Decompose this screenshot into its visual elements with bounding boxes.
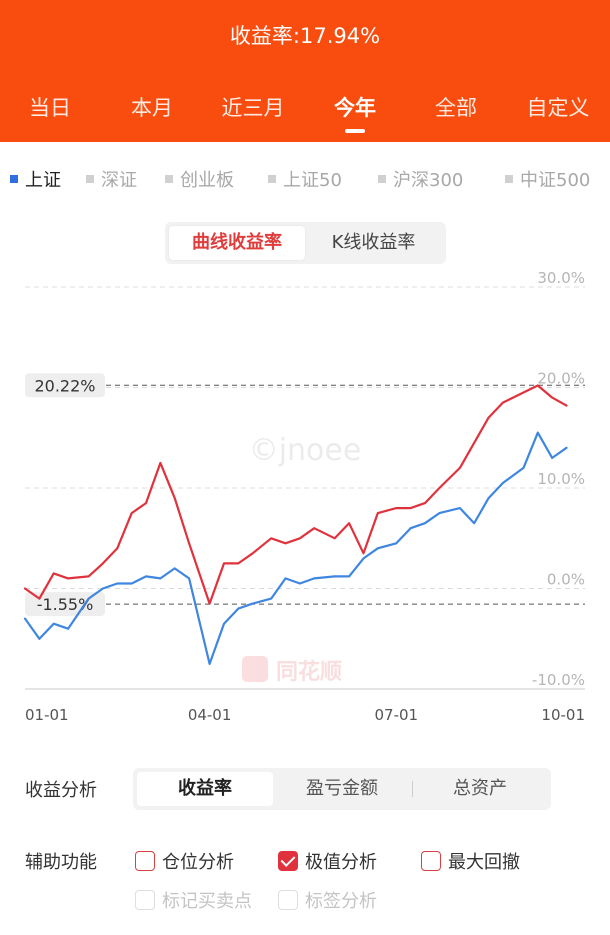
index-tab-label: 深证 <box>101 170 137 191</box>
tab-this-year[interactable]: 今年 <box>334 96 376 120</box>
checkbox-label: 最大回撤 <box>448 852 520 873</box>
portfolio-return-line <box>23 384 568 605</box>
checkbox-icon <box>135 851 155 871</box>
index-tab-label: 中证500 <box>520 170 591 191</box>
legend-square-icon <box>268 175 276 183</box>
min-value-label: -1.55% <box>37 595 94 614</box>
index-tab-sh50[interactable]: 上证50 <box>268 166 342 192</box>
tag-analysis-checkbox: 标签分析 <box>278 887 377 913</box>
extreme-lines: 20.22% -1.55% <box>25 373 585 617</box>
checkbox-label: 标签分析 <box>305 891 377 912</box>
curve-toggle: 曲线收益率 K线收益率 <box>165 222 446 264</box>
brand-logo-icon <box>242 656 268 682</box>
x-tick-label: 07-01 <box>374 706 418 724</box>
analysis-return-button[interactable]: 收益率 <box>137 772 273 806</box>
brand-watermark-text: 同花顺 <box>276 659 342 685</box>
index-tab-gem[interactable]: 创业板 <box>165 166 234 192</box>
y-axis-ticks: 30.0% 20.0% 10.0% 0.0% -10.0% <box>532 269 585 689</box>
header-bar: 收益率:17.94% 当日 本月 近三月 今年 全部 自定义 <box>0 0 610 142</box>
legend-square-icon <box>165 175 173 183</box>
extreme-analysis-checkbox[interactable]: 极值分析 <box>278 848 377 874</box>
index-tab-hs300[interactable]: 沪深300 <box>378 166 463 192</box>
position-analysis-checkbox[interactable]: 仓位分析 <box>135 848 234 874</box>
tab-custom[interactable]: 自定义 <box>526 96 590 120</box>
index-tab-sh[interactable]: 上证 <box>10 166 61 192</box>
index-return-line <box>23 431 568 665</box>
index-tab-label: 上证 <box>25 170 61 191</box>
checkbox-icon <box>421 851 441 871</box>
max-drawdown-checkbox[interactable]: 最大回撤 <box>421 848 520 874</box>
y-tick-label: 10.0% <box>537 470 585 488</box>
y-tick-label: 0.0% <box>547 571 585 589</box>
header-title: 收益率:17.94% <box>229 24 381 48</box>
legend-square-icon <box>10 175 18 183</box>
checkbox-icon <box>135 890 155 910</box>
aux-label: 辅助功能 <box>25 852 97 873</box>
y-tick-label: 30.0% <box>537 269 585 287</box>
max-value-badge <box>25 373 105 398</box>
checkbox-label: 极值分析 <box>305 852 377 873</box>
analysis-segment: 收益率 盈亏金额 总资产 <box>133 768 551 810</box>
active-tab-indicator <box>345 129 365 133</box>
tab-month[interactable]: 本月 <box>131 96 173 120</box>
period-tabs: 当日 本月 近三月 今年 全部 自定义 <box>0 92 610 133</box>
legend-square-icon <box>378 175 386 183</box>
aux-row-2: 标记买卖点 标签分析 <box>0 887 610 913</box>
analysis-pnl-button[interactable]: 盈亏金额 <box>306 778 378 799</box>
checkbox-checked-icon <box>278 851 298 871</box>
curve-return-button[interactable]: 曲线收益率 <box>169 226 305 260</box>
index-tab-label: 沪深300 <box>393 170 464 191</box>
tab-today[interactable]: 当日 <box>29 96 71 120</box>
checkbox-label: 仓位分析 <box>162 852 234 873</box>
y-tick-label: 20.0% <box>537 370 585 388</box>
author-watermark: ©jnoee <box>249 433 362 468</box>
index-tab-label: 上证50 <box>283 170 342 191</box>
analysis-label: 收益分析 <box>25 780 97 801</box>
y-tick-label: -10.0% <box>532 671 585 689</box>
kline-return-button[interactable]: K线收益率 <box>331 232 416 253</box>
analysis-assets-button[interactable]: 总资产 <box>453 778 507 799</box>
chart-grid <box>25 286 585 690</box>
aux-row: 辅助功能 仓位分析 极值分析 最大回撤 <box>0 848 610 874</box>
tab-three-months[interactable]: 近三月 <box>221 96 285 120</box>
index-tab-sz[interactable]: 深证 <box>86 166 137 192</box>
min-value-badge <box>25 592 105 617</box>
x-tick-label: 10-01 <box>541 706 585 724</box>
x-tick-label: 04-01 <box>188 706 232 724</box>
max-value-label: 20.22% <box>34 376 95 395</box>
x-axis-ticks: 01-01 04-01 07-01 10-01 <box>25 706 585 724</box>
legend-square-icon <box>505 175 513 183</box>
index-tab-label: 创业板 <box>180 170 234 191</box>
segment-divider <box>412 781 413 797</box>
x-tick-label: 01-01 <box>25 706 69 724</box>
legend-square-icon <box>86 175 94 183</box>
analysis-row: 收益分析 收益率 盈亏金额 总资产 <box>0 768 610 810</box>
checkbox-label: 标记买卖点 <box>162 891 252 912</box>
tab-all[interactable]: 全部 <box>435 96 477 120</box>
series-lines <box>23 384 568 665</box>
return-chart: 30.0% 20.0% 10.0% 0.0% -10.0% ©jnoee 同花顺 20.… <box>23 269 585 724</box>
index-tabs: 上证 深证 创业板 上证50 沪深300 中证500 <box>0 166 610 192</box>
index-tab-zz500[interactable]: 中证500 <box>505 166 590 192</box>
trade-points-checkbox: 标记买卖点 <box>135 887 252 913</box>
brand-watermark: 同花顺 <box>242 656 342 685</box>
checkbox-icon <box>278 890 298 910</box>
